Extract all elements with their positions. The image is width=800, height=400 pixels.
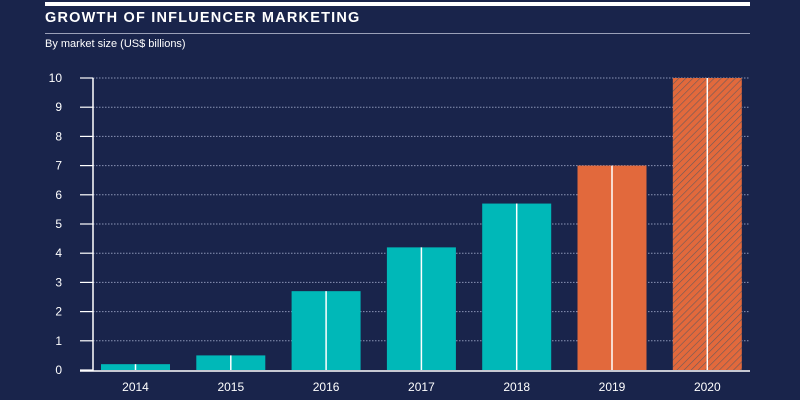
top-rule: [45, 2, 750, 6]
x-tick-label: 2016: [313, 380, 340, 394]
y-tick-label: 0: [55, 363, 62, 377]
y-tick-label: 7: [55, 159, 62, 173]
y-tick-label: 8: [55, 129, 62, 143]
y-tick-label: 9: [55, 100, 62, 114]
chart-subtitle: By market size (US$ billions): [45, 38, 186, 50]
y-tick-label: 1: [55, 334, 62, 348]
y-tick-label: 2: [55, 305, 62, 319]
y-tick-label: 4: [55, 246, 62, 260]
y-tick-label: 10: [49, 71, 63, 85]
y-tick-label: 6: [55, 188, 62, 202]
x-tick-label: 2015: [217, 380, 244, 394]
x-tick-label: 2014: [122, 380, 149, 394]
x-tick-label: 2018: [503, 380, 530, 394]
chart-title: GROWTH OF INFLUENCER MARKETING: [45, 10, 361, 26]
title-divider: [45, 33, 750, 34]
x-tick-label: 2020: [694, 380, 721, 394]
x-tick-label: 2019: [599, 380, 626, 394]
y-tick-label: 3: [55, 275, 62, 289]
y-tick-label: 5: [55, 217, 62, 231]
x-tick-label: 2017: [408, 380, 435, 394]
